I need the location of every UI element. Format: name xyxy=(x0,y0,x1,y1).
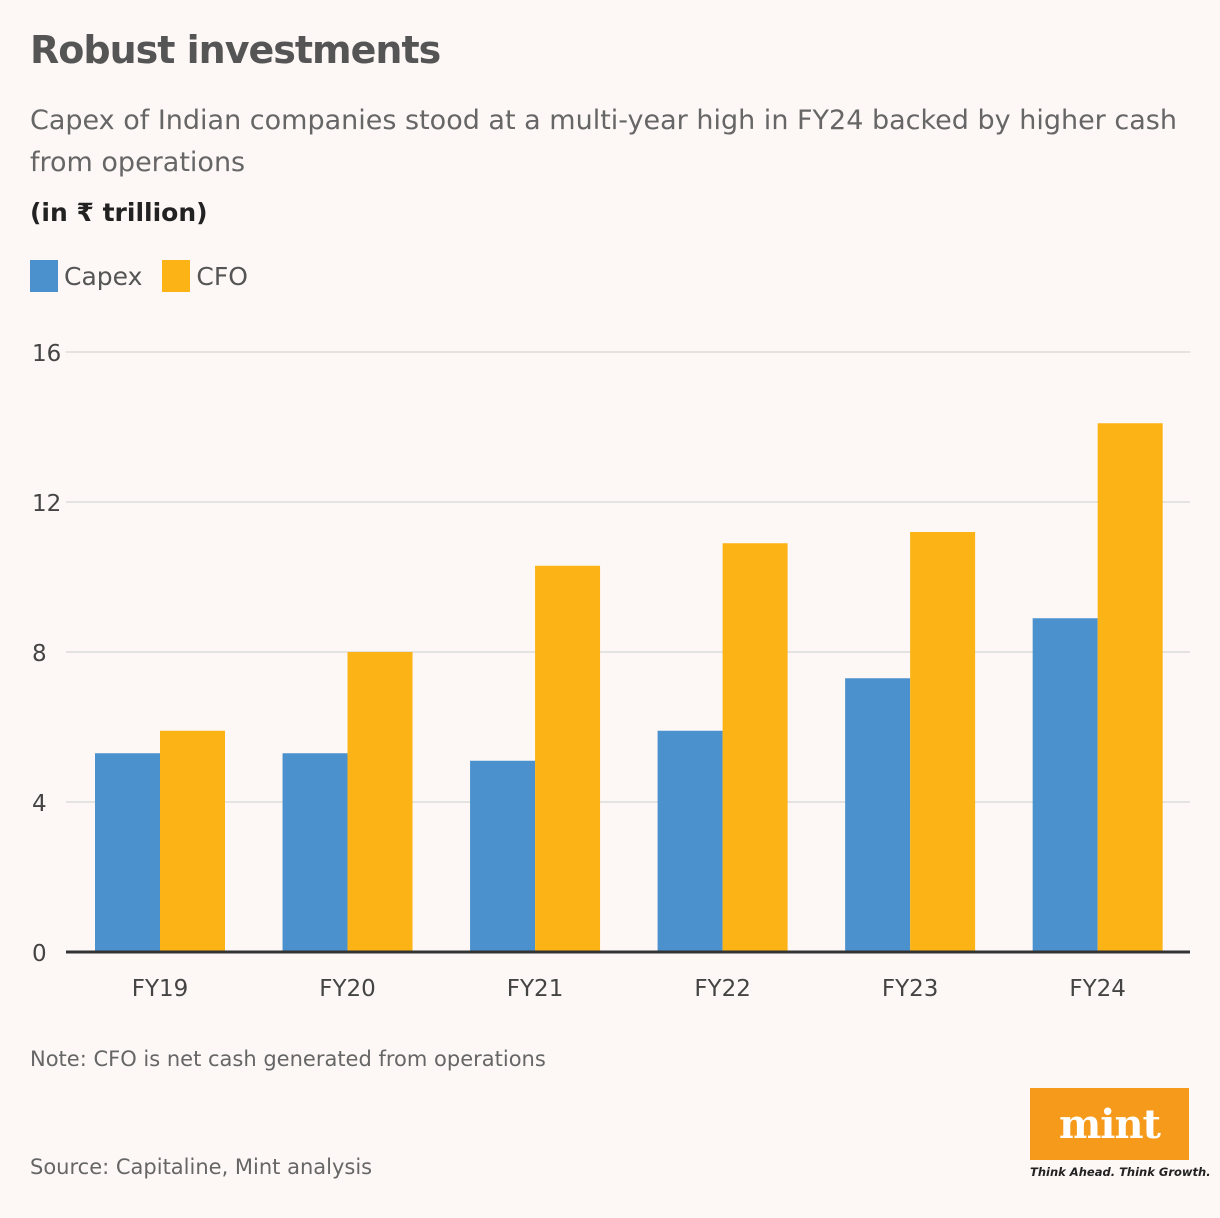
source-line: Source: Capitaline, Mint analysis xyxy=(30,1155,373,1179)
y-tick-label: 4 xyxy=(32,791,47,817)
bar-chart: 0 4 8 12 16 FY19 FY20 FY21 FY22 FY23 FY24 xyxy=(32,341,1190,1002)
x-tick-label: FY23 xyxy=(882,976,939,1002)
y-tick-label: 0 xyxy=(32,941,47,967)
bar-cfo-fy21 xyxy=(535,565,601,952)
bar-capex-fy23 xyxy=(845,678,911,952)
footnote: Note: CFO is net cash generated from ope… xyxy=(30,1047,546,1071)
x-tick-label: FY22 xyxy=(694,976,751,1002)
bar-cfo-fy19 xyxy=(160,730,225,952)
legend-item-cfo: CFO xyxy=(162,260,248,292)
mint-wordmark: mint xyxy=(1058,1100,1161,1148)
bar-cfo-fy24 xyxy=(1097,423,1163,952)
y-tick-label: 8 xyxy=(32,641,47,667)
chart-title: Robust investments xyxy=(30,28,441,72)
y-tick-label: 12 xyxy=(32,491,61,517)
legend-swatch-capex xyxy=(30,260,58,292)
y-tick-label: 16 xyxy=(32,341,61,367)
bar-capex-fy20 xyxy=(282,753,348,952)
bar-capex-fy19 xyxy=(95,753,160,952)
logo-tagline: Think Ahead. Think Growth. xyxy=(1030,1165,1211,1179)
legend-item-capex: Capex xyxy=(30,260,142,292)
bar-cfo-fy23 xyxy=(910,532,976,952)
x-tick-label: FY19 xyxy=(132,976,189,1002)
bar-capex-fy21 xyxy=(470,760,536,952)
legend-label-capex: Capex xyxy=(64,261,143,291)
legend-label-cfo: CFO xyxy=(196,261,248,291)
unit-label: (in ₹ trillion) xyxy=(30,198,208,227)
bar-capex-fy24 xyxy=(1032,618,1098,952)
x-tick-label: FY21 xyxy=(507,976,564,1002)
x-tick-label: FY24 xyxy=(1069,976,1126,1002)
chart-subtitle: Capex of Indian companies stood at a mul… xyxy=(30,105,1177,178)
mint-logo: mint xyxy=(1030,1088,1189,1160)
x-tick-label: FY20 xyxy=(319,976,376,1002)
bar-cfo-fy20 xyxy=(347,652,413,952)
legend-swatch-cfo xyxy=(162,260,191,292)
bar-capex-fy22 xyxy=(657,730,723,952)
legend: Capex CFO xyxy=(30,260,268,292)
bar-cfo-fy22 xyxy=(722,543,788,952)
